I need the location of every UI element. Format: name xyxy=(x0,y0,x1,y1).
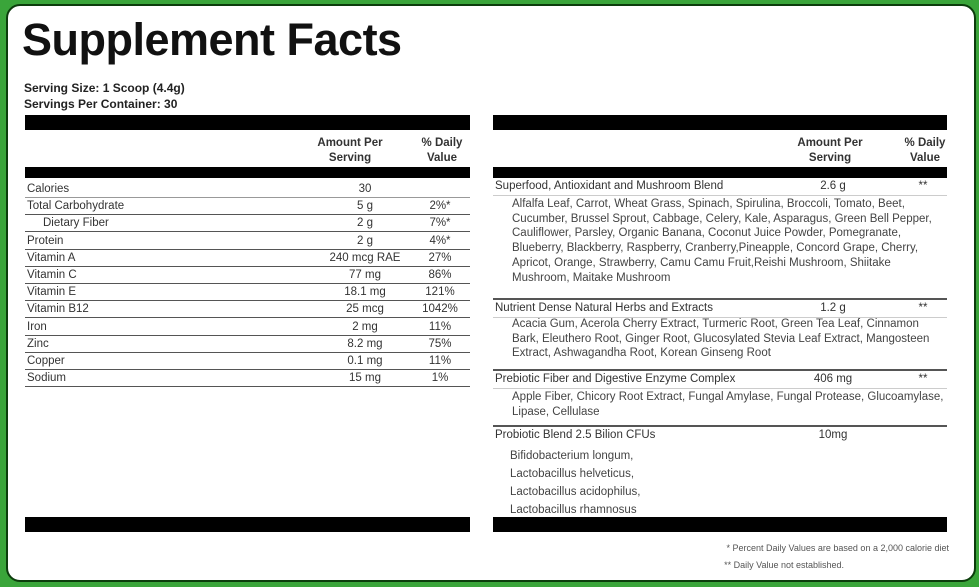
page-title: Supplement Facts xyxy=(22,14,402,65)
nutrient-row: Dietary Fiber 2 g 7%* xyxy=(25,215,470,233)
nutrient-name: Calories xyxy=(27,183,70,195)
nutrient-name: Copper xyxy=(27,355,65,367)
nutrient-name: Protein xyxy=(27,234,64,247)
daily-header-right: % Daily Value xyxy=(904,137,946,164)
nutrient-dv: 86% xyxy=(428,269,452,281)
nutrient-name: Vitamin B12 xyxy=(27,303,89,316)
nutrient-name: Vitamin C xyxy=(27,269,77,281)
divider xyxy=(493,369,947,371)
blend-amount: 406 mg xyxy=(813,373,853,385)
blend-ingredients: Apple Fiber, Chicory Root Extract, Funga… xyxy=(512,391,944,418)
blend-row: Superfood, Antioxidant and Mushroom Blen… xyxy=(493,179,947,196)
nutrient-dv: 7%* xyxy=(429,217,451,230)
nutrient-amount: 8.2 mg xyxy=(347,337,383,350)
blend-ingredients: Acacia Gum, Acerola Cherry Extract, Turm… xyxy=(512,318,930,360)
nutrient-name: Vitamin A xyxy=(27,251,76,264)
nutrient-row: Vitamin A 240 mcg RAE 27% xyxy=(25,250,470,267)
blend-row: Nutrient Dense Natural Herbs and Extract… xyxy=(493,301,947,318)
nutrient-amount: 77 mg xyxy=(349,269,381,281)
nutrient-name: Dietary Fiber xyxy=(43,217,109,230)
nutrient-row: Calories 30 xyxy=(25,181,470,198)
blend-name: Probiotic Blend 2.5 Bilion CFUs xyxy=(495,429,656,441)
blend-name: Nutrient Dense Natural Herbs and Extract… xyxy=(495,302,713,314)
blend-dv: ** xyxy=(918,373,928,385)
strain: Lactobacillus acidophilus, xyxy=(510,486,641,498)
amount-header-left: Amount Per Serving xyxy=(317,137,383,164)
blend-ingredients: Alfalfa Leaf, Carrot, Wheat Grass, Spina… xyxy=(512,198,932,284)
nutrient-dv: 27% xyxy=(428,251,452,264)
nutrient-name: Zinc xyxy=(27,337,49,350)
nutrient-amount: 15 mg xyxy=(349,372,381,385)
nutrient-amount: 2 g xyxy=(357,217,373,230)
blend-amount: 10mg xyxy=(818,429,848,441)
bottom-bar-left xyxy=(25,517,470,532)
servings-per-container: Servings Per Container: 30 xyxy=(24,97,178,111)
bottom-bar-right xyxy=(493,517,947,532)
nutrient-amount: 25 mcg xyxy=(346,303,384,316)
nutrient-dv: 11% xyxy=(428,320,452,333)
nutrient-row: Protein 2 g 4%* xyxy=(25,233,470,250)
nutrient-dv: 11% xyxy=(428,355,452,367)
nutrient-amount: 5 g xyxy=(357,200,373,213)
nutrient-name: Sodium xyxy=(27,372,66,385)
header-bar-right xyxy=(493,167,947,178)
nutrient-dv: 2%* xyxy=(429,200,451,213)
nutrient-dv: 121% xyxy=(425,286,455,299)
nutrient-row: Sodium 15 mg 1% xyxy=(25,370,470,388)
blend-name: Superfood, Antioxidant and Mushroom Blen… xyxy=(495,180,724,192)
nutrient-amount: 2 mg xyxy=(352,320,378,333)
blend-name: Prebiotic Fiber and Digestive Enzyme Com… xyxy=(495,373,736,385)
serving-size: Serving Size: 1 Scoop (4.4g) xyxy=(24,81,185,95)
top-bar-left xyxy=(25,115,470,130)
blend-dv: ** xyxy=(918,302,928,314)
top-bar-right xyxy=(493,115,947,130)
nutrient-dv: 1% xyxy=(431,372,449,385)
nutrient-dv: 75% xyxy=(428,337,452,350)
daily-header-left: % Daily Value xyxy=(421,137,463,164)
header-bar-left xyxy=(25,167,470,178)
nutrient-row: Zinc 8.2 mg 75% xyxy=(25,336,470,353)
strain: Bifidobacterium longum, xyxy=(510,450,634,462)
nutrient-amount: 18.1 mg xyxy=(344,286,386,299)
nutrient-name: Vitamin E xyxy=(27,286,77,299)
nutrient-row: Vitamin E 18.1 mg 121% xyxy=(25,284,470,302)
nutrient-dv: 4%* xyxy=(429,234,451,247)
blend-row: Prebiotic Fiber and Digestive Enzyme Com… xyxy=(493,372,947,389)
nutrient-row: Vitamin B12 25 mcg 1042% xyxy=(25,301,470,319)
blend-dv: ** xyxy=(918,180,928,192)
blend-row: Probiotic Blend 2.5 Bilion CFUs 10mg xyxy=(493,428,947,444)
divider xyxy=(493,298,947,300)
nutrient-name: Iron xyxy=(27,320,47,333)
nutrient-row: Copper 0.1 mg 11% xyxy=(25,353,470,370)
divider xyxy=(493,425,947,427)
supplement-facts-panel xyxy=(6,4,976,582)
strain: Lactobacillus rhamnosus xyxy=(510,504,637,516)
amount-header-right: Amount Per Serving xyxy=(797,137,863,164)
nutrient-amount: 30 xyxy=(358,183,372,195)
nutrient-row: Iron 2 mg 11% xyxy=(25,319,470,336)
nutrient-amount: 240 mcg RAE xyxy=(329,251,401,264)
footnote-percent-dv: * Percent Daily Values are based on a 2,… xyxy=(726,543,949,553)
blend-amount: 1.2 g xyxy=(820,302,846,314)
blend-amount: 2.6 g xyxy=(820,180,846,192)
nutrient-name: Total Carbohydrate xyxy=(27,200,125,213)
strain: Lactobacillus helveticus, xyxy=(510,468,635,480)
probiotic-strains: Bifidobacterium longum, Lactobacillus he… xyxy=(510,447,945,519)
nutrient-amount: 2 g xyxy=(357,234,373,247)
nutrient-dv: 1042% xyxy=(422,303,458,316)
nutrient-row: Total Carbohydrate 5 g 2%* xyxy=(25,198,470,216)
nutrient-amount: 0.1 mg xyxy=(347,355,383,367)
nutrient-row: Vitamin C 77 mg 86% xyxy=(25,267,470,284)
footnote-not-established: ** Daily Value not established. xyxy=(724,560,844,570)
